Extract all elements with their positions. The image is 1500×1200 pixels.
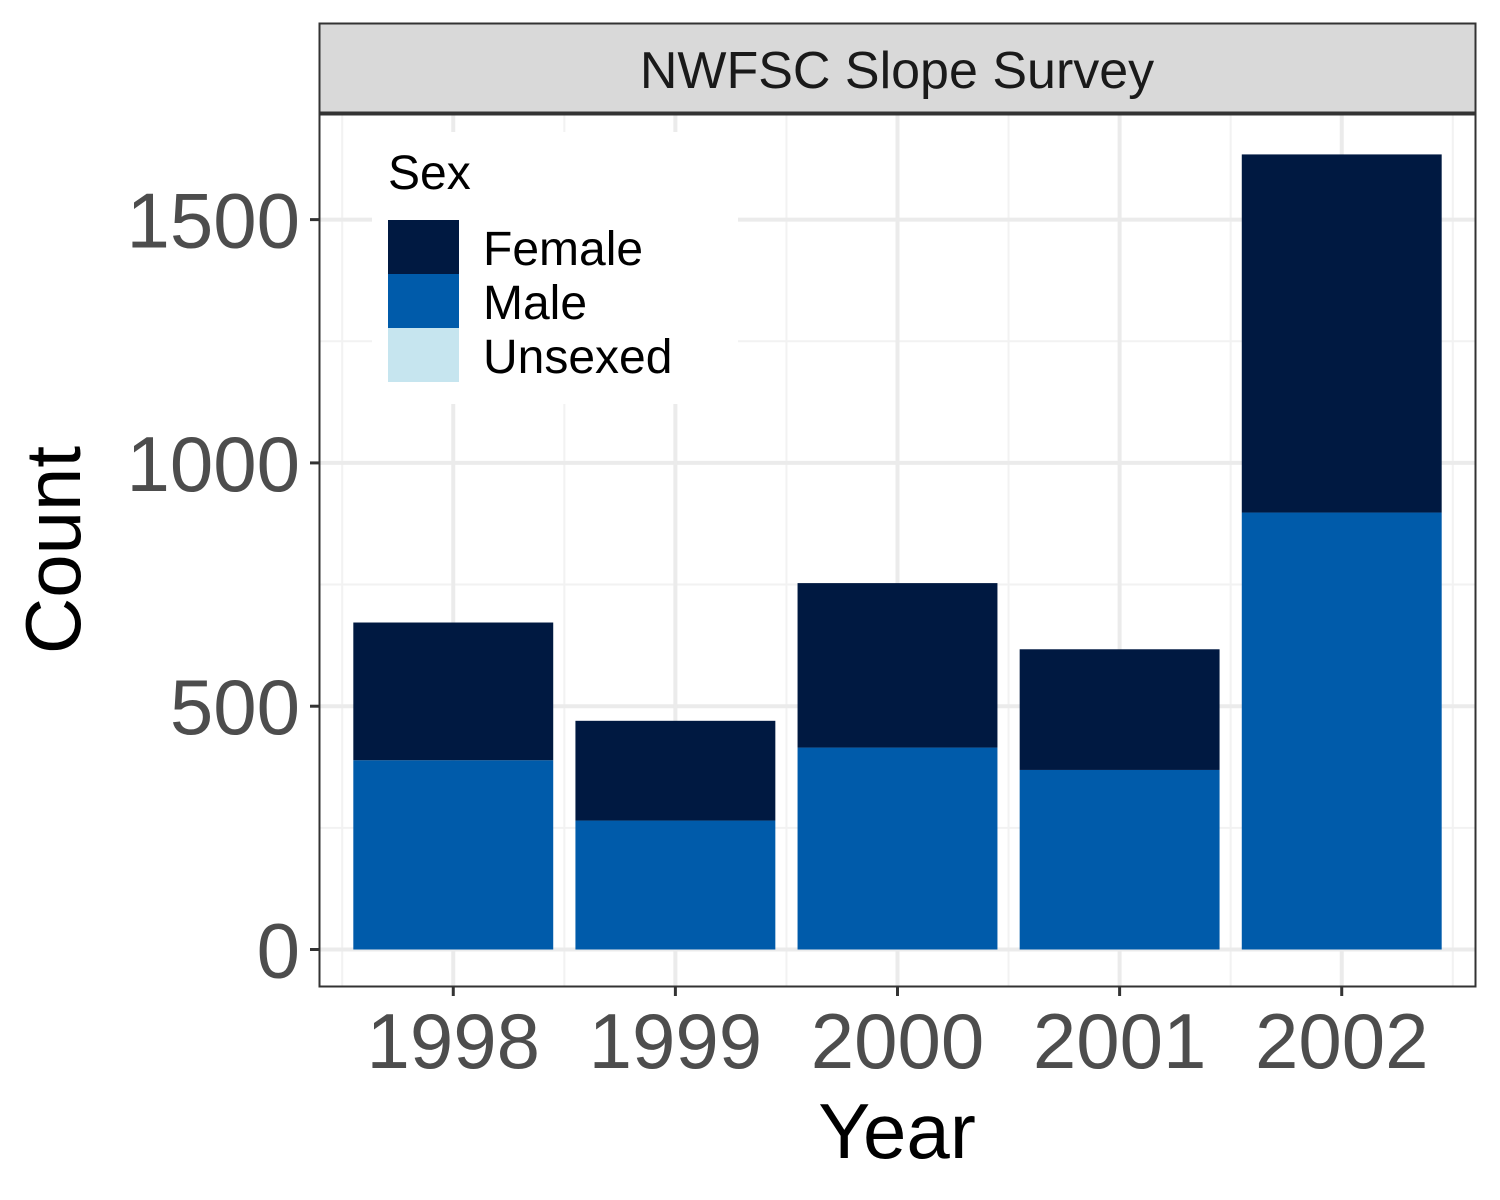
bar-male-2000 — [797, 747, 998, 950]
y-tick-label: 1000 — [126, 420, 300, 508]
bars — [353, 154, 1442, 950]
bar-female-2000 — [797, 583, 998, 748]
x-tick-label: 2002 — [1255, 997, 1429, 1085]
y-axis-title: Count — [9, 446, 97, 654]
bar-female-1998 — [353, 622, 554, 761]
facet-strip — [318, 22, 1477, 114]
y-tick-label: 1500 — [126, 177, 300, 265]
y-tick-label: 0 — [257, 907, 300, 995]
legend-label-female: Female — [483, 223, 643, 276]
legend-key-unsexed — [388, 328, 459, 382]
legend-key-male — [388, 274, 459, 328]
legend-title: Sex — [388, 147, 471, 200]
x-tick-label: 2000 — [811, 997, 985, 1085]
bar-male-1998 — [353, 760, 554, 950]
bar-male-2001 — [1019, 769, 1220, 950]
bar-male-1999 — [575, 820, 776, 950]
bar-female-2001 — [1019, 649, 1220, 770]
legend-label-unsexed: Unsexed — [483, 331, 672, 384]
y-axis: 0 500 1000 1500 — [126, 177, 320, 995]
bar-female-2002 — [1241, 154, 1442, 513]
facet-strip-title: NWFSC Slope Survey — [640, 42, 1154, 100]
y-tick-label: 500 — [170, 663, 300, 751]
x-tick-label: 1999 — [589, 997, 763, 1085]
x-axis: 1998 1999 2000 2001 2002 — [367, 986, 1429, 1085]
x-axis-title: Year — [818, 1087, 976, 1175]
bar-female-1999 — [575, 720, 776, 821]
bar-male-2002 — [1241, 512, 1442, 950]
legend-label-male: Male — [483, 277, 587, 330]
x-tick-label: 1998 — [367, 997, 541, 1085]
legend-key-female — [388, 220, 459, 274]
x-tick-label: 2001 — [1033, 997, 1207, 1085]
